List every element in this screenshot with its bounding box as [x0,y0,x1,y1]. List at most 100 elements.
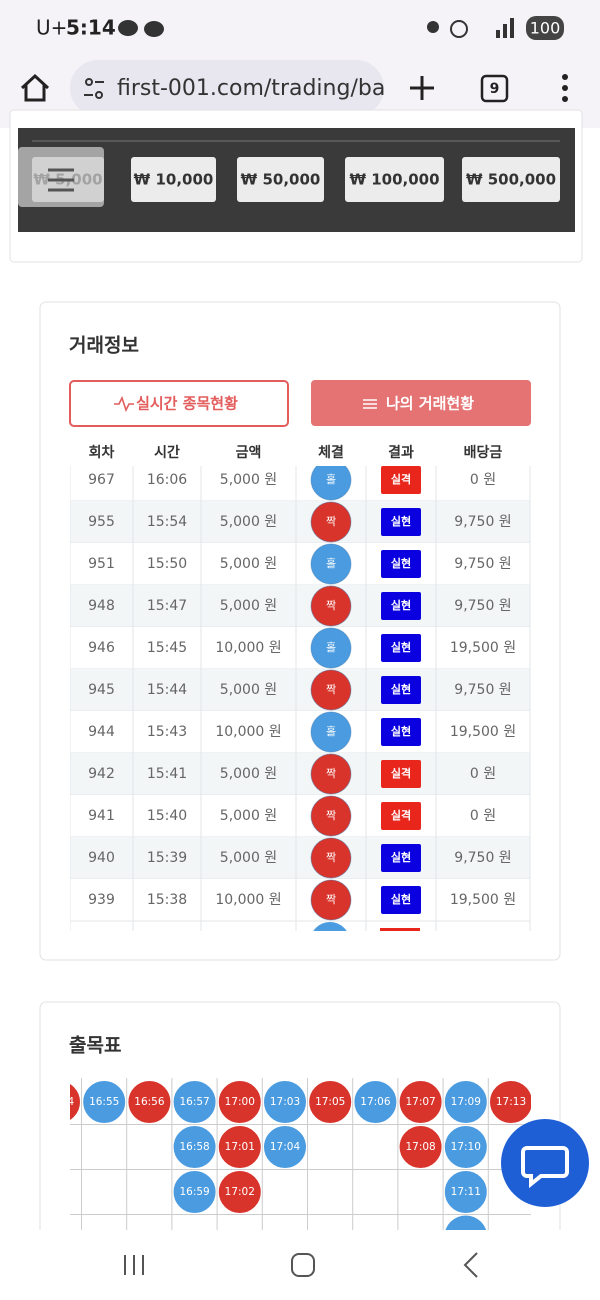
cell: 939 [88,892,115,908]
result-time: 17:08 [405,1141,435,1153]
pick-label: 짝 [326,599,336,612]
url[interactable]: first-001.com/trading/ba [117,76,385,101]
pick-label: 짝 [326,851,336,864]
pick-badge [310,711,352,753]
cell: 9,750 원 [454,514,511,530]
result-time: 17:05 [315,1096,345,1108]
cell: 10,000 원 [215,640,281,656]
cell: 15:44 [147,682,187,698]
result-label: 실현 [391,514,411,528]
battery [526,16,564,40]
back-button[interactable] [463,1252,478,1278]
result-badge [381,592,421,620]
column-header: 회차 [89,445,115,461]
amount-button[interactable] [131,157,216,202]
site-info-icon[interactable] [84,78,104,99]
cloud-icon [144,21,164,37]
pick-badge [310,795,352,837]
recents-button[interactable] [124,1255,144,1275]
cell: 948 [88,598,115,614]
amount-button[interactable] [345,157,444,202]
cell: 15:39 [147,850,187,866]
column-header: 시간 [154,444,180,461]
result-dot [445,1215,487,1230]
pick-label: 짝 [326,515,336,528]
result-time: 17:10 [451,1141,481,1153]
tab-live[interactable] [69,380,289,427]
cell: 942 [88,766,115,782]
cell: 9,750 원 [454,850,511,866]
pick-label: 홀 [326,473,336,486]
cell: 5,000 원 [220,808,277,824]
amount-button[interactable] [237,157,324,202]
column-header: 배당금 [464,444,503,461]
pick-badge [310,627,352,669]
new-tab-button[interactable] [410,76,434,100]
hamburger-icon [48,168,74,192]
cell: 955 [88,514,115,530]
signal-icon [496,30,500,38]
result-badge [381,718,421,746]
talk-icon [118,20,138,36]
table-row [70,837,530,879]
tab-label[interactable]: 나의 거래현황 [386,395,474,413]
tab-label[interactable]: 실시간 종목현황 [136,395,238,413]
menu-button[interactable] [562,74,568,102]
amount-label[interactable]: ₩ 10,000 [134,171,214,189]
column-header: 체결 [318,444,344,461]
cell: 15:38 [147,892,187,908]
result-time: 16:59 [179,1186,209,1198]
result-dot [308,1080,353,1124]
amount-button[interactable] [462,157,560,202]
result-dot [172,1080,217,1124]
amount-label[interactable]: ₩ 100,000 [349,171,439,189]
result-time: 16:56 [134,1096,165,1108]
pick-badge [310,501,352,543]
table-row [70,795,530,837]
home-nav-button[interactable] [291,1253,315,1277]
cell: 15:41 [147,766,187,782]
cell: 5,000 원 [220,598,277,614]
url-bar[interactable] [70,60,384,116]
result-badge [381,760,421,788]
table-row [70,543,530,585]
cell: 5,000 원 [220,766,277,782]
location-icon [427,21,439,33]
result-badge [381,550,421,578]
cell: 0 원 [470,766,496,782]
result-time: 16:58 [179,1141,209,1153]
table-row [70,466,530,501]
table-row [70,501,530,543]
result-dot [172,1170,217,1214]
tab-mine[interactable] [311,380,531,426]
cell: 10,000 원 [215,892,281,908]
pick-badge [310,837,352,879]
cell: 0 원 [470,808,496,824]
cell: 15:50 [147,556,187,572]
result-dot [443,1170,488,1214]
result-time: 17:01 [225,1141,255,1153]
pick-label: 홀 [326,725,336,738]
cell: 5,000 원 [220,682,277,698]
tabs-button[interactable] [480,74,509,103]
column-header: 금액 [236,444,262,461]
hamburger-button[interactable] [18,147,104,207]
chat-button[interactable] [501,1119,589,1207]
cell: 15:47 [147,598,187,614]
result-time: 17:02 [225,1186,255,1198]
pick-label: 짝 [326,683,336,696]
home-button[interactable] [20,73,50,102]
column-header: 결과 [388,444,414,461]
amount-label[interactable]: ₩ 500,000 [466,171,556,189]
result-dot [127,1080,172,1124]
section-title: 거래정보 [69,335,139,357]
result-badge [381,508,421,536]
pick-badge [310,669,352,711]
cell: 15:43 [147,724,187,740]
amount-label[interactable]: ₩ 50,000 [241,171,321,189]
result-label: 실현 [391,640,411,654]
result-label: 실현 [391,850,411,864]
pick-label: 홀 [326,641,336,654]
table-row [70,627,530,669]
result-dot [172,1125,217,1169]
